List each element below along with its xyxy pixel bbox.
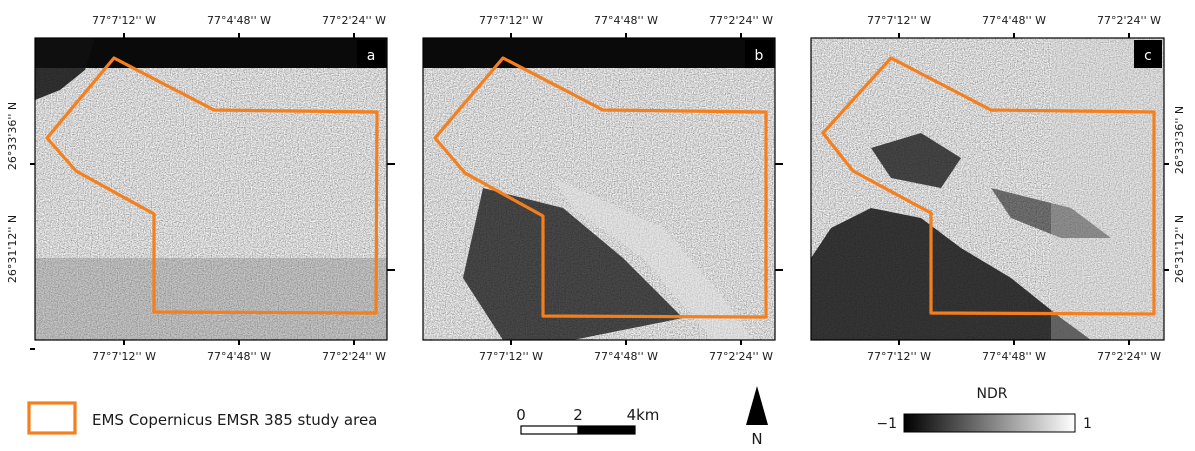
- lon-tick-top-b-2: 77°4'48'' W: [594, 14, 658, 27]
- panel-label-c: c: [1144, 48, 1152, 64]
- study-area-outline-c: [821, 56, 1156, 316]
- scale-bar-label-2: 2: [573, 406, 583, 424]
- panel-label-box-c: [1134, 40, 1162, 68]
- lon-tick-bottom-b-1: 77°7'12'' W: [479, 350, 543, 363]
- lon-tick-top-c-1: 77°7'12'' W: [867, 14, 931, 27]
- north-arrow-label: N: [751, 430, 762, 447]
- ndr-colorbar-max: 1: [1083, 416, 1092, 432]
- lon-tick-top-c-2: 77°4'48'' W: [982, 14, 1046, 27]
- lon-tick-top-c-3: 77°2'24'' W: [1097, 14, 1161, 27]
- lon-tick-top-a-2: 77°4'48'' W: [207, 14, 271, 27]
- study-area-outline-a: [45, 56, 379, 315]
- map-panel-a: [35, 38, 387, 340]
- lat-tick-left-2: 26°31'12'' N: [6, 215, 19, 283]
- lon-tick-bottom-b-2: 77°4'48'' W: [594, 350, 658, 363]
- flooded-area: [811, 38, 1164, 340]
- map-panel-c: [811, 38, 1164, 340]
- lon-tick-bottom-c-3: 77°2'24'' W: [1097, 350, 1161, 363]
- map-frame-a: [34, 37, 388, 341]
- ndr-colorbar-min: −1: [876, 416, 897, 432]
- ndr-colorbar-title: NDR: [977, 386, 1008, 402]
- map-panel-b: [423, 38, 775, 340]
- north-arrow-icon: [746, 386, 768, 425]
- panel-label-a: a: [367, 48, 376, 64]
- lat-tick-right-1: 26°33'36'' N: [1173, 106, 1186, 174]
- lon-tick-top-a-1: 77°7'12'' W: [92, 14, 156, 27]
- study-area-outline-b: [433, 56, 768, 319]
- ndr-colorbar: [903, 413, 1076, 433]
- lat-tick-left-1: 26°33'36'' N: [6, 102, 19, 170]
- lon-tick-bottom-c-2: 77°4'48'' W: [982, 350, 1046, 363]
- lon-tick-bottom-a-3: 77°2'24'' W: [322, 350, 386, 363]
- lat-tick-right-2: 26°31'12'' N: [1173, 215, 1186, 283]
- land-area: [35, 68, 387, 340]
- panel-label-box-a: [357, 40, 385, 68]
- lon-tick-top-b-1: 77°7'12'' W: [479, 14, 543, 27]
- lon-tick-bottom-a-1: 77°7'12'' W: [92, 350, 156, 363]
- lon-tick-bottom-b-3: 77°2'24'' W: [709, 350, 773, 363]
- land-area: [423, 68, 775, 340]
- map-frame-c: [810, 37, 1165, 341]
- lon-tick-top-a-3: 77°2'24'' W: [322, 14, 386, 27]
- tick-marks: [30, 33, 1169, 350]
- scale-bar-label-4km: 4km: [627, 406, 660, 424]
- lon-tick-top-b-3: 77°2'24'' W: [709, 14, 773, 27]
- map-frame-b: [422, 37, 776, 341]
- lon-tick-bottom-c-1: 77°7'12'' W: [867, 350, 931, 363]
- lon-tick-bottom-a-2: 77°4'48'' W: [207, 350, 271, 363]
- scale-bar-label-0: 0: [516, 406, 526, 424]
- scale-bar: [520, 425, 636, 435]
- study-area-legend-label: EMS Copernicus EMSR 385 study area: [92, 411, 377, 429]
- panel-label-b: b: [755, 48, 764, 64]
- panel-label-box-b: [745, 40, 773, 68]
- study-area-legend-swatch: [27, 401, 77, 435]
